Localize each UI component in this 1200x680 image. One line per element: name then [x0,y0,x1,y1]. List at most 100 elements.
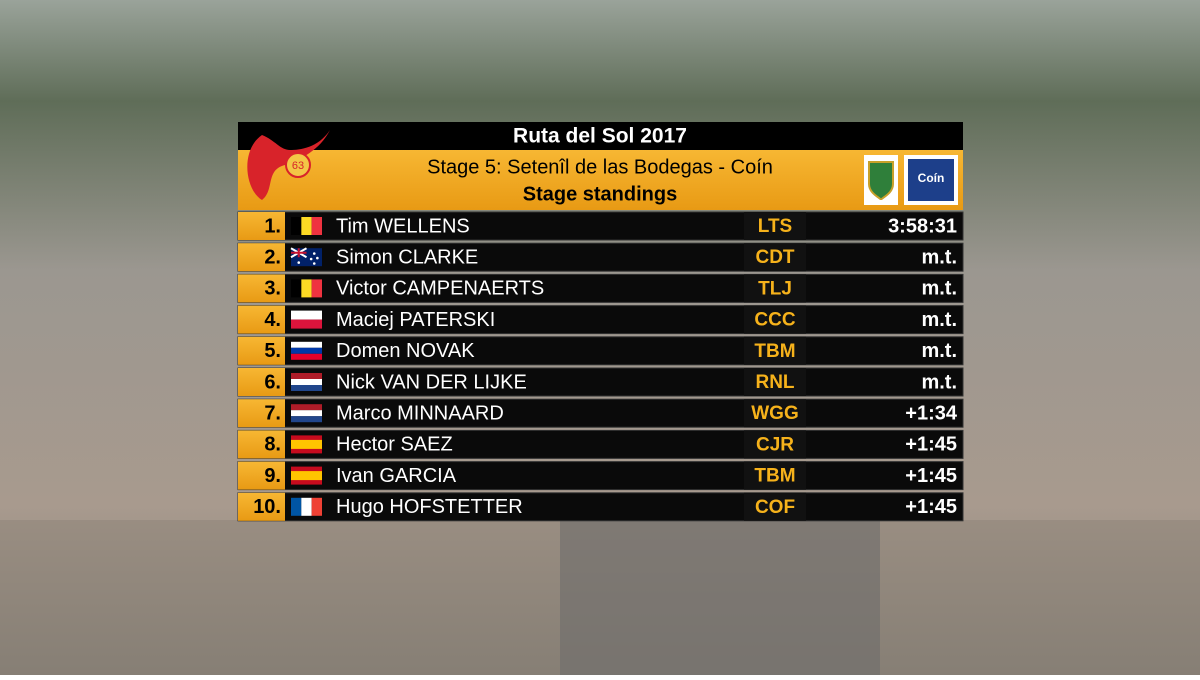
rider-name: Simon CLARKE [336,246,478,268]
team-box [744,461,806,490]
standings: 1. Tim WELLENS LTS 3:58:31 2. Simon CLARKE CDT… [237,211,964,522]
row-background [237,273,964,303]
race-logo [247,130,330,200]
team: CDT [755,247,794,268]
team: CJR [756,434,794,455]
rank-box [238,399,285,428]
flag-stripe [291,310,322,320]
flag-stripe [291,404,322,411]
rank: 1. [264,215,281,237]
time: m.t. [921,309,957,331]
team: TBM [754,466,795,487]
flag-stripe [291,373,322,379]
rider-name: Domen NOVAK [336,340,475,362]
background-road [560,520,880,675]
rider-name: Hector SAEZ [336,434,453,456]
team-box [744,368,806,396]
team: COF [755,497,795,518]
row-background [237,242,964,272]
time: m.t. [921,371,957,393]
flag-stripe [291,410,322,417]
sponsor-logo-bg [908,159,954,201]
rank: 3. [264,278,281,300]
team: LTS [758,216,792,237]
time: +1:45 [905,465,957,487]
crest [868,161,894,201]
team-box [744,399,806,428]
subtitle: Stage standings [523,183,677,205]
team: TLJ [758,278,792,299]
rank-box [238,243,285,272]
rank-box [238,336,285,365]
flag-stripe [291,347,322,354]
rank-box [238,492,285,521]
rank: 10. [253,496,281,518]
flag-stripe [291,379,322,385]
row-background [237,305,964,335]
rank-box [238,368,285,396]
team-box [744,212,806,240]
team-box [744,305,806,334]
flag-stripe [291,497,302,516]
team: TBM [754,341,795,362]
rider-name: Nick VAN DER LIJKE [336,371,527,393]
team-box [744,336,806,365]
flag-cross [291,248,307,258]
team: RNL [755,372,794,393]
rider-name: Marco MINNAARD [336,402,504,424]
time: m.t. [921,246,957,268]
row-background [237,492,964,522]
row-background [237,211,964,241]
flag-stripe [311,497,322,516]
time: +1:45 [905,496,957,518]
rank: 7. [264,402,281,424]
logo-badge: 63 [292,160,304,172]
flag-stripe [291,319,322,329]
flag-stripe [291,217,302,235]
flag-stripe [291,279,302,298]
sponsor-logo: Coín [918,171,945,185]
team-box [744,243,806,272]
time: m.t. [921,340,957,362]
title: Ruta del Sol 2017 [513,125,687,148]
flag-star [316,256,319,260]
rank-box [238,305,285,334]
flag-stripe [291,416,322,423]
flag-stripe [301,217,312,235]
rank-box [238,430,285,459]
flag-stripe [291,385,322,391]
stage: Stage 5: Setenîl de las Bodegas - Coín [427,156,773,178]
team-box [744,492,806,521]
rank: 9. [264,465,281,487]
time: m.t. [921,278,957,300]
time: +1:45 [905,434,957,456]
flag-stripe [301,279,312,298]
flag-star [312,262,316,265]
flag-stripe [291,341,322,348]
rank-box [238,461,285,490]
rank: 6. [264,371,281,393]
rider-name: Tim WELLENS [336,215,470,237]
flag-stripe [291,439,322,449]
rider-name: Ivan GARCIA [336,465,457,487]
rank-box [238,212,285,240]
time: +1:34 [905,402,958,424]
row-background [237,429,964,459]
logo-badge-circle [285,152,311,178]
row-background [237,367,964,397]
flag-star [297,261,301,264]
flag-stripe [311,279,322,298]
time: 3:58:31 [888,215,957,237]
team-box [744,274,806,303]
rank: 4. [264,309,281,331]
rank: 5. [264,340,281,362]
row-background [237,461,964,491]
team: CCC [754,310,795,331]
team: WGG [751,403,799,424]
rank: 2. [264,246,281,268]
flag-stripe [291,471,322,481]
rider-name: Victor CAMPENAERTS [336,278,544,300]
flag-star [309,257,313,261]
